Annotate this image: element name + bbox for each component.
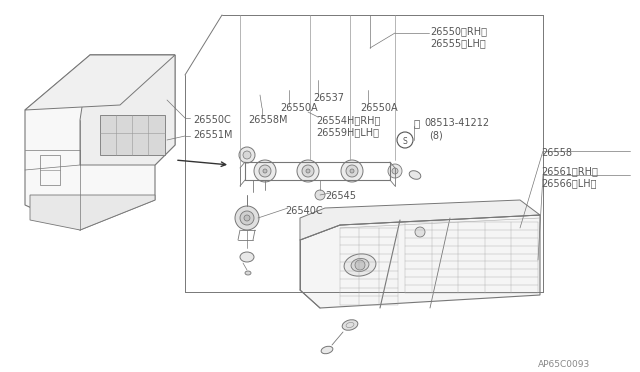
Bar <box>40 155 60 185</box>
Text: 26550〈RH〉: 26550〈RH〉 <box>430 26 487 36</box>
Circle shape <box>263 169 267 173</box>
Ellipse shape <box>351 259 369 272</box>
Circle shape <box>243 151 251 159</box>
Polygon shape <box>80 55 175 165</box>
Ellipse shape <box>321 346 333 354</box>
Text: 26559H〈LH〉: 26559H〈LH〉 <box>316 127 379 137</box>
Ellipse shape <box>409 171 421 179</box>
Ellipse shape <box>342 320 358 330</box>
Circle shape <box>302 165 314 177</box>
Text: Ⓝ: Ⓝ <box>413 118 419 128</box>
Polygon shape <box>100 115 165 155</box>
Text: 26545: 26545 <box>325 191 356 201</box>
Polygon shape <box>30 195 155 230</box>
Circle shape <box>297 160 319 182</box>
Text: (8): (8) <box>429 130 443 140</box>
Text: 26551M: 26551M <box>193 130 232 140</box>
Polygon shape <box>25 55 175 230</box>
Text: 26540C: 26540C <box>285 206 323 216</box>
Text: 26561〈RH〉: 26561〈RH〉 <box>541 166 598 176</box>
Circle shape <box>254 160 276 182</box>
Polygon shape <box>300 215 540 308</box>
Circle shape <box>315 190 325 200</box>
Text: 26550A: 26550A <box>360 103 397 113</box>
Text: 26566〈LH〉: 26566〈LH〉 <box>541 178 596 188</box>
Text: 26558M: 26558M <box>248 115 287 125</box>
Circle shape <box>341 160 363 182</box>
Text: 26555〈LH〉: 26555〈LH〉 <box>430 38 486 48</box>
Circle shape <box>392 168 398 174</box>
Text: 26554H〈RH〉: 26554H〈RH〉 <box>316 115 380 125</box>
Circle shape <box>355 260 365 270</box>
Text: 26550C: 26550C <box>193 115 231 125</box>
Circle shape <box>244 215 250 221</box>
Ellipse shape <box>245 271 251 275</box>
Text: 26550A: 26550A <box>280 103 317 113</box>
Circle shape <box>235 206 259 230</box>
Text: AP65C0093: AP65C0093 <box>538 360 590 369</box>
Ellipse shape <box>344 254 376 276</box>
Text: 26558: 26558 <box>541 148 572 158</box>
Polygon shape <box>300 200 540 240</box>
Circle shape <box>350 169 354 173</box>
Polygon shape <box>25 55 175 110</box>
Text: S: S <box>403 137 408 145</box>
Text: 08513-41212: 08513-41212 <box>424 118 489 128</box>
Ellipse shape <box>240 252 254 262</box>
Circle shape <box>240 211 254 225</box>
Circle shape <box>346 165 358 177</box>
Circle shape <box>239 147 255 163</box>
Circle shape <box>415 227 425 237</box>
Circle shape <box>259 165 271 177</box>
Circle shape <box>388 164 402 178</box>
Circle shape <box>306 169 310 173</box>
Text: 26537: 26537 <box>313 93 344 103</box>
